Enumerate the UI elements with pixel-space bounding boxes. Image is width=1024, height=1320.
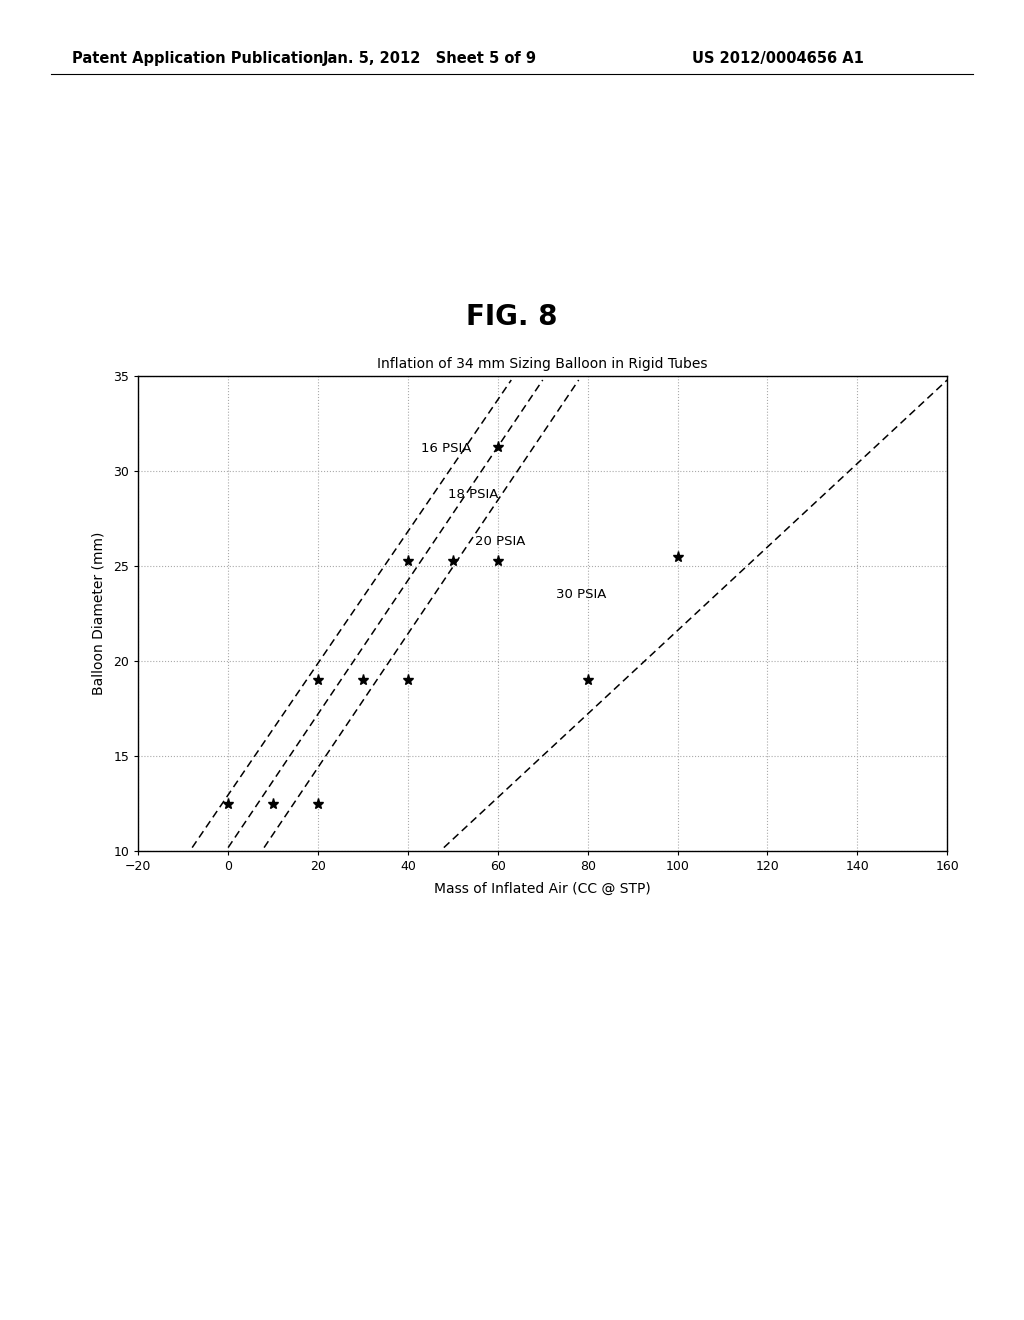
Y-axis label: Balloon Diameter (mm): Balloon Diameter (mm) — [91, 532, 105, 696]
Text: 18 PSIA: 18 PSIA — [449, 487, 499, 500]
Text: US 2012/0004656 A1: US 2012/0004656 A1 — [692, 50, 864, 66]
Text: FIG. 8: FIG. 8 — [466, 302, 558, 331]
Title: Inflation of 34 mm Sizing Balloon in Rigid Tubes: Inflation of 34 mm Sizing Balloon in Rig… — [378, 356, 708, 371]
Text: Jan. 5, 2012   Sheet 5 of 9: Jan. 5, 2012 Sheet 5 of 9 — [324, 50, 537, 66]
Text: 16 PSIA: 16 PSIA — [422, 442, 472, 455]
X-axis label: Mass of Inflated Air (CC @ STP): Mass of Inflated Air (CC @ STP) — [434, 882, 651, 896]
Text: 30 PSIA: 30 PSIA — [556, 589, 606, 602]
Text: Patent Application Publication: Patent Application Publication — [72, 50, 324, 66]
Text: 20 PSIA: 20 PSIA — [475, 535, 525, 548]
